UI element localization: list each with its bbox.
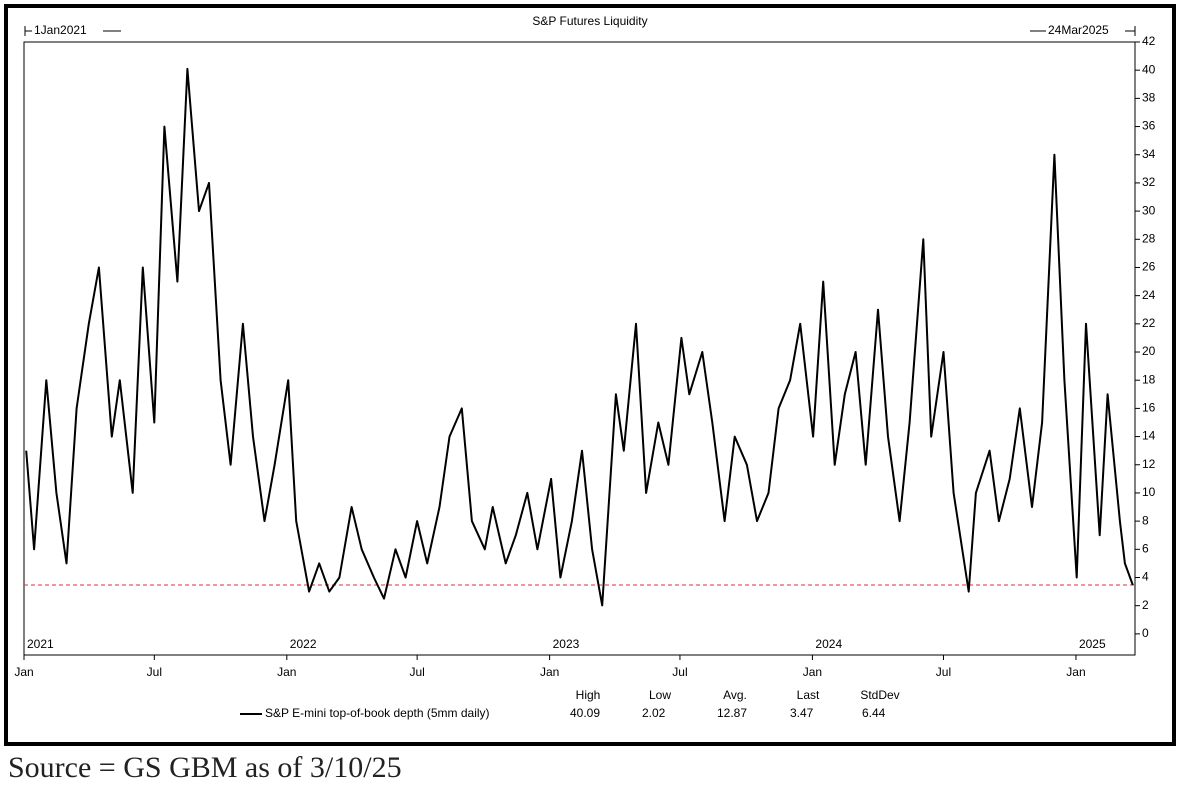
y-tick-label: 8 (1142, 513, 1149, 527)
chart-title: S&P Futures Liquidity (532, 14, 647, 28)
y-tick-label: 32 (1142, 175, 1156, 189)
y-tick-label: 6 (1142, 541, 1149, 555)
stat-value: 3.47 (790, 706, 814, 720)
y-tick-label: 10 (1142, 485, 1156, 499)
stat-value: 2.02 (642, 706, 666, 720)
y-tick-label: 42 (1142, 34, 1156, 48)
y-tick-label: 30 (1142, 203, 1156, 217)
stat-value: 40.09 (570, 706, 600, 720)
y-tick-label: 36 (1142, 119, 1156, 133)
y-tick-label: 24 (1142, 288, 1156, 302)
y-tick-label: 20 (1142, 344, 1156, 358)
x-tick-label: Jul (672, 665, 687, 679)
year-label: 2024 (815, 637, 842, 651)
x-tick-label: Jan (14, 665, 33, 679)
frame (4, 4, 1176, 746)
x-tick-label: Jul (936, 665, 951, 679)
y-tick-label: 14 (1142, 429, 1156, 443)
y-tick-label: 40 (1142, 62, 1156, 76)
y-tick-label: 16 (1142, 401, 1156, 415)
start-label: 1Jan2021 (34, 23, 87, 37)
stat-value: 6.44 (862, 706, 886, 720)
year-label: 2022 (290, 637, 317, 651)
legend-label: S&P E-mini top-of-book depth (5mm daily) (265, 706, 490, 720)
y-tick-label: 4 (1142, 570, 1149, 584)
y-tick-label: 18 (1142, 372, 1156, 386)
stat-header: High (576, 688, 601, 702)
year-label: 2021 (27, 637, 54, 651)
stat-header: Avg. (723, 688, 747, 702)
y-tick-label: 26 (1142, 260, 1156, 274)
x-tick-label: Jan (803, 665, 822, 679)
x-tick-label: Jul (409, 665, 424, 679)
x-tick-label: Jan (540, 665, 559, 679)
y-tick-label: 38 (1142, 91, 1156, 105)
stat-value: 12.87 (717, 706, 747, 720)
plot-area (23, 41, 1136, 656)
y-tick-label: 22 (1142, 316, 1156, 330)
y-tick-label: 0 (1142, 626, 1149, 640)
data-line (25, 67, 1134, 607)
x-tick-label: Jan (277, 665, 296, 679)
stat-header: Last (797, 688, 820, 702)
end-label: 24Mar2025 (1048, 23, 1109, 37)
y-tick-label: 34 (1142, 147, 1156, 161)
year-label: 2025 (1079, 637, 1106, 651)
x-tick-label: Jan (1066, 665, 1085, 679)
y-tick-label: 12 (1142, 457, 1156, 471)
y-tick-label: 2 (1142, 598, 1149, 612)
year-label: 2023 (553, 637, 580, 651)
source-note: Source = GS GBM as of 3/10/25 (8, 751, 402, 784)
x-tick-label: Jul (147, 665, 162, 679)
stat-header: StdDev (860, 688, 899, 702)
stat-header: Low (649, 688, 671, 702)
y-tick-label: 28 (1142, 231, 1156, 245)
